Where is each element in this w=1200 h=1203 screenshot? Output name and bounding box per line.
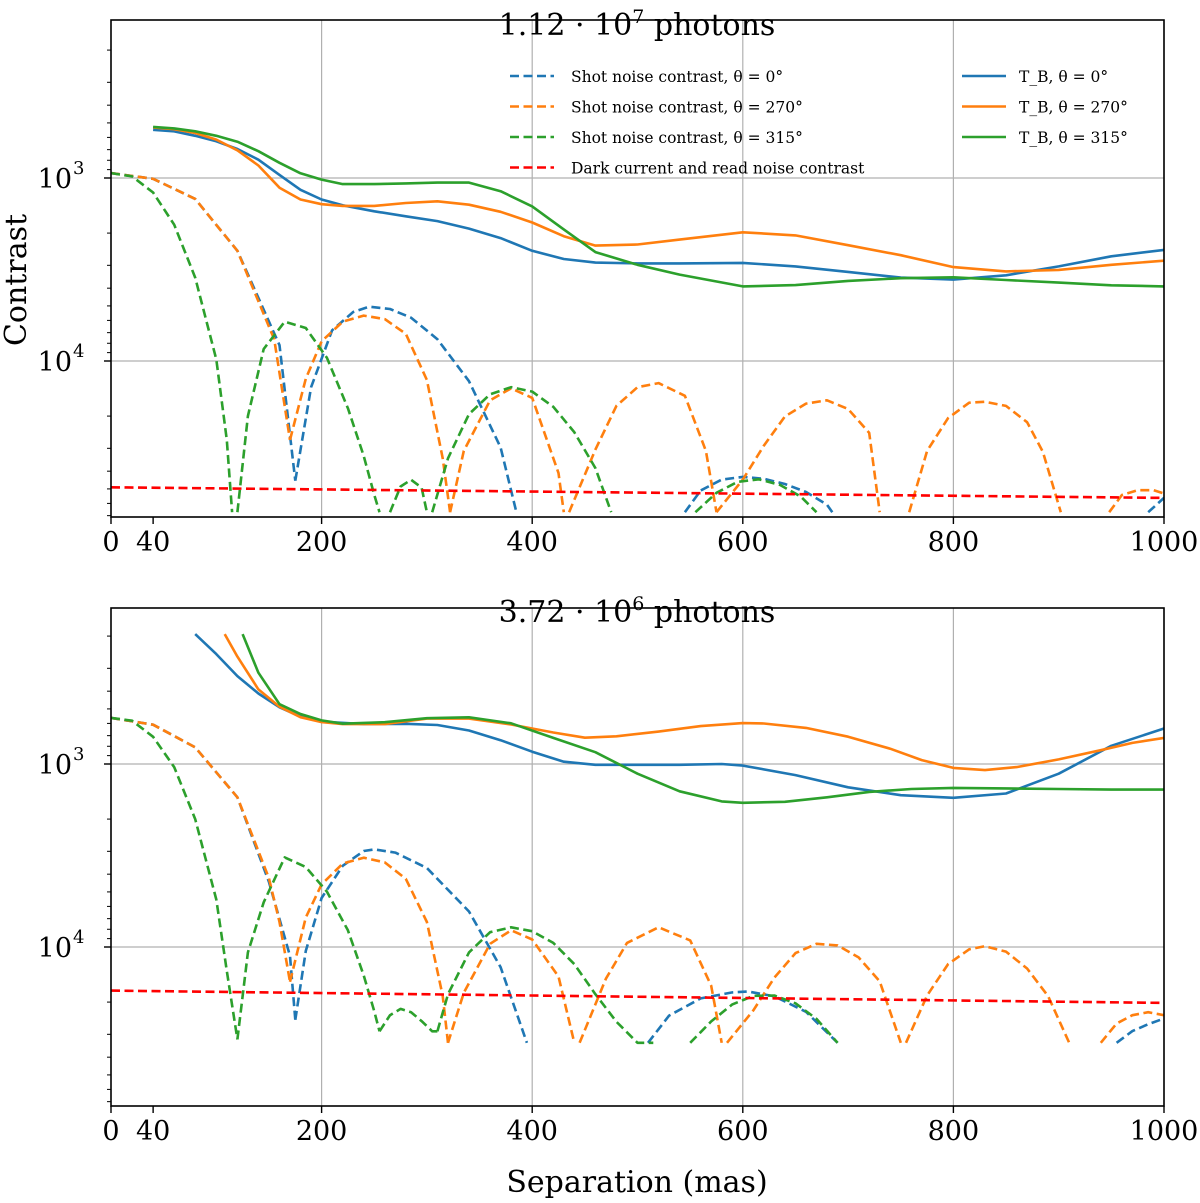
series-line [152,126,1164,273]
series-line [689,994,839,1044]
x-tick-label: 40 [136,1116,170,1147]
axes-frame [110,607,1165,1107]
series-line [153,128,1164,281]
x-tick-label: 600 [717,1116,769,1147]
x-tick-label: 1000 [1130,527,1199,558]
series-line [111,171,234,513]
series-line [388,478,429,513]
series-line [294,305,518,513]
series-line [1099,1010,1164,1044]
series-line [288,856,450,1043]
legend-label: T_B, θ = 270° [1019,99,1128,117]
series-line [294,848,529,1044]
series-line [111,486,1164,500]
series-line [646,990,839,1044]
series-line [448,386,566,513]
series-line [1108,488,1164,513]
series-line [567,381,718,513]
series-line [694,477,818,514]
legend-label: Shot noise contrast, θ = 270° [571,99,803,117]
legend-label: T_B, θ = 0° [1019,68,1108,86]
x-tick-label: 800 [928,1116,980,1147]
chart-title: 1.12 · 107 photons [499,6,776,43]
x-tick-label: 40 [136,527,170,558]
x-tick-label: 400 [506,527,558,558]
series-line [907,400,1063,513]
series-line [194,633,1164,800]
x-tick-label: 600 [717,527,769,558]
series-line [236,320,381,513]
y-tick-exponent: 3 [73,158,84,179]
x-axis-label: Separation (mas) [506,1165,767,1200]
series-line [378,1007,438,1033]
series-line [111,716,239,1040]
y-tick-exponent: 3 [73,744,84,765]
y-axis-label: Contrast [0,214,34,346]
plot-area [111,633,1164,1045]
series-line [111,716,297,1020]
y-tick-label: 10 [38,933,72,964]
series-line [578,925,723,1044]
series-line [223,633,1164,772]
series-line [430,385,613,513]
x-tick-label: 400 [506,1116,558,1147]
legend-label: T_B, θ = 315° [1019,129,1128,147]
series-line [111,171,297,481]
grid [111,20,1165,517]
series-line [904,944,1071,1044]
y-tick-exponent: 4 [73,927,84,948]
x-tick-label: 0 [102,1116,119,1147]
legend-label: Shot noise contrast, θ = 0° [571,68,783,86]
x-tick-label: 0 [102,527,119,558]
x-tick-label: 200 [296,1116,348,1147]
y-tick-exponent: 4 [73,341,84,362]
series-line [1147,496,1164,514]
series-line [436,925,654,1045]
legend-label: Shot noise contrast, θ = 315° [571,129,803,147]
series-line [1115,1017,1164,1044]
x-tick-label: 200 [296,527,348,558]
x-tick-label: 800 [928,527,980,558]
y-tick-label: 10 [38,164,72,195]
series-line [236,856,381,1040]
legend: Shot noise contrast, θ = 0° Shot noise co… [510,68,1128,178]
y-tick-label: 10 [38,347,72,378]
grid [111,608,1165,1106]
legend-label: Dark current and read noise contrast [571,160,865,178]
series-line [153,125,1164,288]
axes-frame [110,19,1165,518]
series-line [683,475,834,513]
series-line [241,633,1164,805]
x-tick-label: 1000 [1130,1116,1199,1147]
chart-title: 3.72 · 106 photons [499,593,776,630]
series-line [111,716,292,983]
series-line [111,171,292,441]
series-line [288,314,452,513]
plot-area [111,125,1164,514]
series-line [111,989,1164,1005]
series-line [715,398,881,514]
y-tick-label: 10 [38,750,72,781]
